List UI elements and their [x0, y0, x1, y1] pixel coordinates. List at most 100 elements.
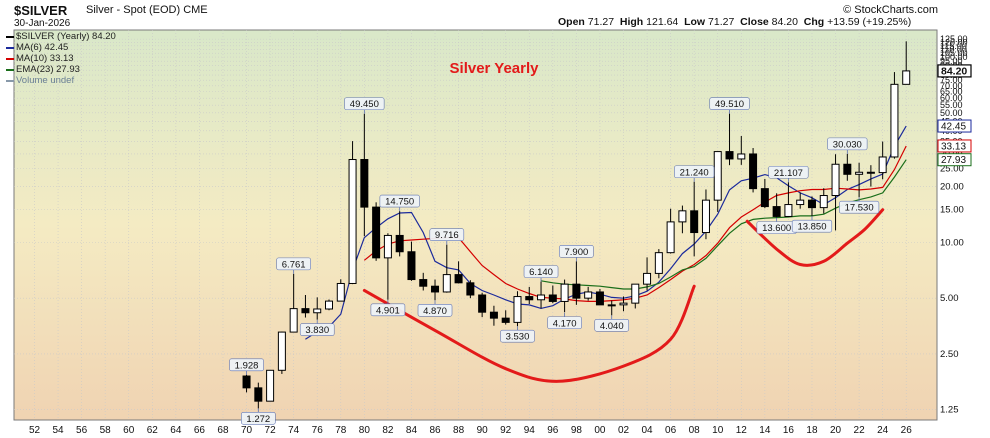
- candle-down: [866, 171, 875, 174]
- candle-down: [725, 151, 734, 160]
- candle-down: [419, 279, 428, 287]
- axis-tag-box: [937, 64, 972, 78]
- y-tick-label: 75.00: [940, 75, 963, 85]
- x-tick-label: 82: [382, 425, 394, 436]
- y-tick-label: 50.00: [940, 108, 963, 118]
- callout-box: [429, 228, 465, 241]
- price-callout: 4.901: [370, 299, 406, 316]
- callout-label: 1.272: [246, 414, 270, 425]
- candle-up: [442, 274, 451, 293]
- price-callout: 9.716: [429, 228, 465, 245]
- price-callout: 17.530: [838, 197, 880, 214]
- candle-down: [807, 199, 816, 209]
- candle-down: [595, 291, 604, 306]
- candle-up: [348, 159, 357, 284]
- candle-up: [890, 83, 899, 158]
- price-callout: 6.140: [523, 265, 559, 282]
- callout-box: [417, 303, 453, 317]
- x-tick-label: 58: [100, 425, 112, 436]
- x-tick-label: 10: [712, 425, 724, 436]
- legend-item-ma6: MA(6) 42.45: [6, 42, 68, 53]
- y-tick-label: 20.00: [940, 182, 964, 193]
- legend-item-ema23: EMA(23) 27.93: [6, 64, 80, 75]
- callout-box: [827, 137, 868, 151]
- candle-up: [584, 291, 593, 299]
- legend-swatch: [6, 47, 14, 49]
- price-callout: 7.900: [559, 245, 594, 262]
- callout-label: 4.040: [600, 321, 624, 332]
- price-callout: 13.600: [756, 217, 797, 234]
- candle-down: [407, 251, 416, 281]
- legend-item-volume: Volume undef: [6, 75, 74, 86]
- callout-box: [547, 316, 582, 330]
- x-tick-label: 94: [524, 425, 536, 436]
- price-callout: 49.510: [709, 97, 750, 114]
- candle-down: [372, 206, 381, 259]
- x-tick-label: 12: [736, 425, 748, 436]
- y-tick-label: 55.00: [940, 100, 963, 110]
- callout-label: 3.530: [506, 332, 530, 343]
- x-tick-label: 92: [500, 425, 512, 436]
- x-tick-label: 00: [594, 425, 606, 436]
- callout-label: 4.170: [553, 318, 577, 329]
- annotation-arc: [362, 284, 696, 383]
- candle-down: [489, 311, 498, 319]
- x-tick-label: 70: [241, 425, 253, 436]
- description-label: Silver - Spot (EOD) CME: [86, 4, 208, 16]
- callout-box: [379, 194, 420, 208]
- close-label: Close: [740, 16, 769, 28]
- candle-down: [772, 206, 781, 217]
- candle-up: [313, 308, 322, 314]
- candle-up: [289, 308, 298, 333]
- callout-box: [709, 97, 750, 110]
- open-label: Open: [558, 16, 585, 28]
- callout-label: 30.030: [833, 139, 862, 150]
- candle-down: [254, 387, 263, 402]
- callout-box: [838, 200, 880, 214]
- price-callout: 3.830: [299, 319, 335, 336]
- low-label: Low: [684, 16, 706, 28]
- x-tick-label: 08: [689, 425, 701, 436]
- callout-box: [229, 358, 264, 372]
- y-tick-label: 95.00: [940, 56, 963, 66]
- brand-label[interactable]: © StockCharts.com: [843, 4, 938, 16]
- callout-label: 13.850: [797, 222, 826, 233]
- price-callout: 3.530: [500, 326, 535, 343]
- high-value: 121.64: [646, 16, 679, 28]
- candle-down: [395, 234, 404, 253]
- price-callout: 1.928: [229, 358, 264, 375]
- x-tick-label: 80: [359, 425, 371, 436]
- price-callout: 30.030: [827, 137, 868, 154]
- x-tick-label: 98: [571, 425, 583, 436]
- y-tick-label: 120.00: [940, 37, 968, 47]
- candle-down: [478, 294, 487, 313]
- callout-label: 13.600: [762, 223, 791, 234]
- candle-down: [690, 210, 699, 234]
- price-callout: 49.450: [344, 97, 385, 114]
- candle-up: [831, 163, 840, 197]
- x-tick-label: 68: [217, 425, 229, 436]
- x-tick-label: 02: [618, 425, 630, 436]
- close-value: 84.20: [771, 16, 798, 28]
- axis-tag-box: [937, 153, 972, 167]
- y-tick-label: 100.00: [940, 52, 968, 62]
- candle-down: [548, 294, 557, 302]
- y-tick-label: 15.00: [940, 205, 964, 216]
- annotation-arc: [745, 208, 885, 267]
- axis-tag-label: 84.20: [941, 65, 967, 77]
- description-text: Silver - Spot (EOD): [86, 4, 181, 16]
- price-callout: 13.850: [791, 216, 833, 233]
- ohlc-bar: Open 71.27 High 121.64 Low 71.27 Close 8…: [558, 16, 911, 28]
- legend-swatch: [6, 80, 14, 82]
- chg-value: +13.59 (+19.25%): [827, 16, 912, 28]
- callout-label: 4.901: [376, 305, 400, 316]
- candle-down: [431, 285, 440, 293]
- y-tick-label: 1.25: [940, 405, 959, 416]
- callout-box: [500, 329, 535, 343]
- x-tick-label: 56: [76, 425, 88, 436]
- candle-up: [266, 369, 275, 402]
- callout-label: 6.140: [529, 267, 553, 278]
- callout-label: 17.530: [845, 203, 874, 214]
- y-tick-label: 105.00: [940, 48, 968, 58]
